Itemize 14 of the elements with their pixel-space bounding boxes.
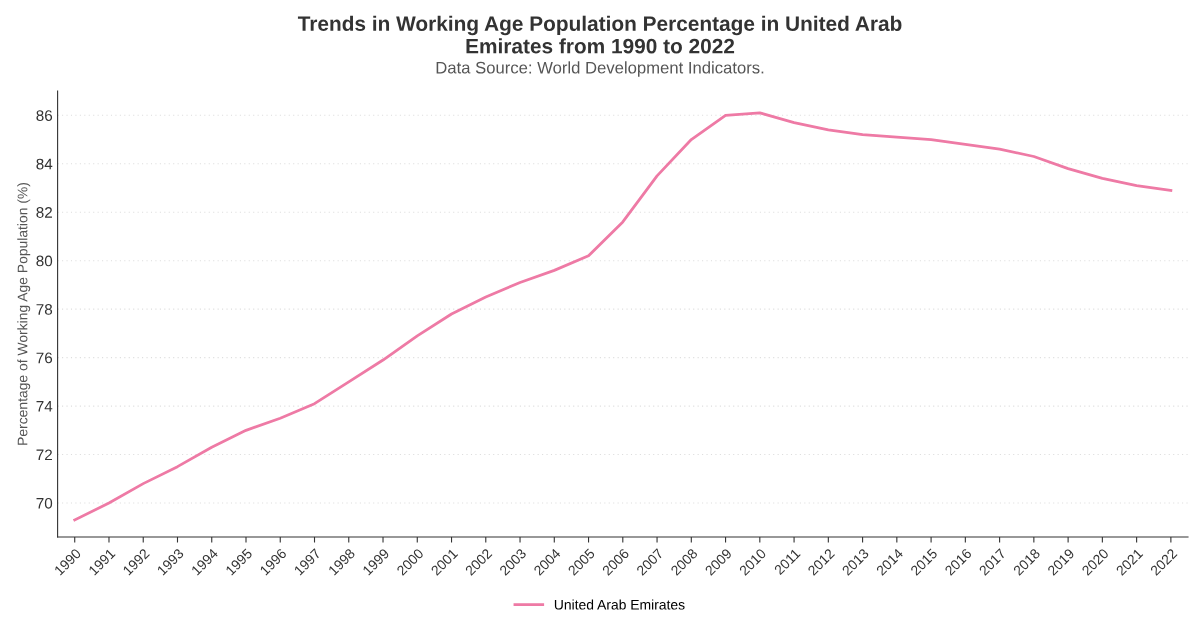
y-tick-label: 82 (36, 207, 52, 218)
y-tick-label: 72 (36, 449, 52, 461)
y-axis-title: Percentage of Working Age Population (%) (17, 182, 31, 445)
y-tick-label: 84 (36, 158, 53, 170)
y-tick-label: 74 (36, 401, 53, 412)
y-tick-label: 86 (36, 110, 53, 121)
chart-title: Trends in Working Age Population Percentage in United Arab Emirates from 1990 to 2022 (297, 15, 902, 54)
y-tick-label: 80 (36, 255, 53, 267)
y-tick-label: 70 (36, 497, 53, 509)
legend-label: United Arab Emirates (554, 599, 685, 610)
y-tick-label: 76 (36, 352, 53, 364)
line-series (73, 111, 1173, 522)
y-tick-label: 78 (36, 304, 53, 315)
chart-subtitle: Data Source: World Development Indicators. (436, 61, 764, 77)
